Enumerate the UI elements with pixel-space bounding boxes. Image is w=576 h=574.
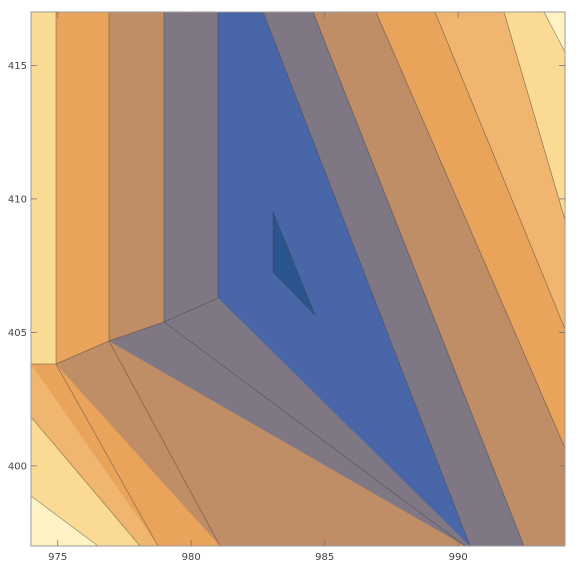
x-tick-label: 975 [48,552,67,563]
contour-line-1 [31,495,99,546]
contour-line-14 [272,211,316,316]
contour-line-13 [543,12,565,53]
x-axis: 975 980 985 990 [48,12,468,563]
contour-line-5 [108,12,221,546]
contour-band-7 [218,12,470,546]
contour-line-12 [503,12,565,221]
contour-line-7 [218,12,471,546]
contour-band-6-right [263,12,524,546]
x-tick-label: 990 [449,552,468,563]
y-tick-label: 400 [8,461,27,472]
contour-line-10 [375,12,565,449]
y-tick-label: 410 [8,194,27,205]
y-tick-label: 405 [8,328,27,339]
y-tick-label: 415 [8,61,27,72]
contour-lines [31,12,565,546]
contour-line-11 [434,12,565,330]
y-axis: 400 405 410 415 [8,61,565,472]
contour-line-2 [31,416,141,546]
contour-line-9 [312,12,525,546]
contour-bands [31,12,565,546]
plot-frame [30,11,566,547]
contour-line-6 [163,12,466,546]
x-tick-label: 985 [315,552,334,563]
contour-band-5-right [313,12,565,546]
contour-band-3-bottom-left [31,364,158,546]
x-tick-label: 980 [182,552,201,563]
contour-line-4 [55,12,159,546]
